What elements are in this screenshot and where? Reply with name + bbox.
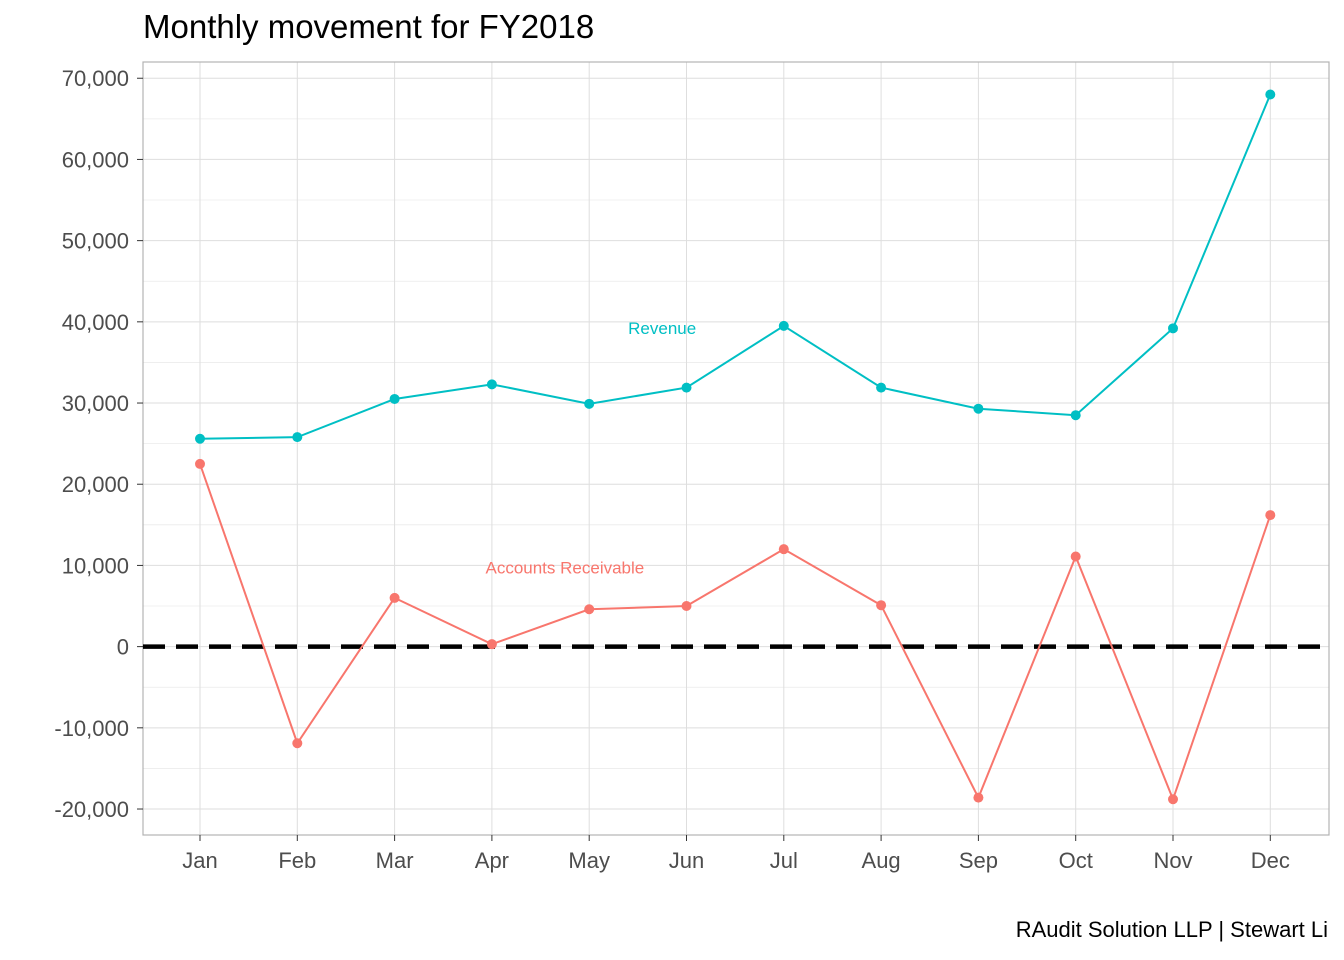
data-point-accounts-receivable: [681, 601, 692, 612]
chart-title: Monthly movement for FY2018: [143, 8, 595, 45]
data-point-accounts-receivable: [195, 458, 205, 469]
data-point-accounts-receivable: [778, 544, 789, 555]
x-tick-label: Feb: [278, 848, 316, 873]
x-tick-label: Dec: [1251, 848, 1290, 873]
data-point-accounts-receivable: [876, 600, 887, 611]
y-tick-label: 50,000: [62, 229, 129, 254]
data-point-accounts-receivable: [584, 604, 595, 615]
x-tick-label: Aug: [862, 848, 901, 873]
x-tick-label: Jan: [182, 848, 217, 873]
y-tick-label: 0: [117, 635, 129, 660]
data-point-accounts-receivable: [389, 592, 400, 603]
x-tick-label: Jul: [770, 848, 798, 873]
data-point-accounts-receivable: [973, 792, 984, 803]
series-line-revenue: [199, 94, 1272, 440]
data-point-revenue: [681, 382, 692, 393]
data-point-revenue: [1070, 410, 1081, 421]
data-point-accounts-receivable: [1265, 510, 1276, 521]
data-point-revenue: [584, 398, 595, 409]
y-tick-label: 30,000: [62, 391, 129, 416]
x-tick-label: Apr: [475, 848, 509, 873]
data-point-accounts-receivable: [486, 639, 497, 650]
y-tick-label: 60,000: [62, 147, 129, 172]
data-point-accounts-receivable: [292, 738, 303, 749]
y-axis: -20,000 -10,000 0 10,000 20,000 30,000 40,000 5…: [54, 66, 143, 822]
x-tick-label: May: [568, 848, 610, 873]
series-label-accounts-receivable: Accounts Receivable: [485, 559, 644, 578]
data-point-revenue: [973, 403, 984, 414]
x-tick-label: Jun: [669, 848, 704, 873]
series-label-revenue: Revenue: [628, 319, 696, 338]
series-line-accounts-receivable: [199, 463, 1272, 803]
plot-panel-border: [142, 61, 1330, 836]
data-point-revenue: [389, 393, 400, 404]
y-tick-label: 40,000: [62, 310, 129, 335]
x-tick-label: Mar: [376, 848, 414, 873]
y-tick-label: -10,000: [54, 716, 129, 741]
x-tick-label: Sep: [959, 848, 998, 873]
chart-caption: RAudit Solution LLP | Stewart Li: [1015, 917, 1328, 942]
data-point-revenue: [292, 432, 303, 443]
y-tick-label: 20,000: [62, 472, 129, 497]
data-point-accounts-receivable: [1070, 551, 1081, 562]
data-point-revenue: [876, 382, 887, 393]
major-gridlines: [143, 62, 1329, 835]
data-point-accounts-receivable: [1168, 794, 1178, 805]
series-layer: Revenue Accounts Receivable: [195, 89, 1276, 805]
data-point-revenue: [778, 320, 789, 331]
data-point-revenue: [486, 379, 497, 390]
y-tick-label: 10,000: [62, 553, 129, 578]
y-tick-label: -20,000: [54, 797, 129, 822]
y-tick-label: 70,000: [62, 66, 129, 91]
series-accounts-receivable: Accounts Receivable: [195, 458, 1276, 805]
data-point-revenue: [1265, 89, 1276, 100]
data-point-revenue: [1168, 323, 1178, 334]
series-revenue: Revenue: [195, 89, 1276, 444]
minor-gridlines: [143, 118, 1329, 769]
x-tick-label: Oct: [1059, 848, 1093, 873]
x-axis: Jan Feb Mar Apr May Jun Jul Aug Sep Oct Nov Dec: [182, 835, 1290, 873]
data-point-revenue: [195, 433, 205, 444]
x-tick-label: Nov: [1153, 848, 1192, 873]
